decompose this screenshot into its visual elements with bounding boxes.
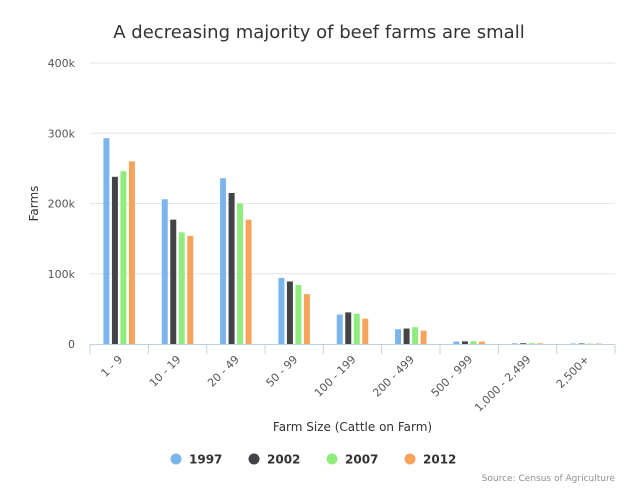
- bar-2012: [537, 343, 544, 344]
- bar-2012: [245, 219, 252, 344]
- y-tick-label: 100k: [48, 268, 76, 281]
- bar-2002: [520, 343, 527, 344]
- legend-marker: [248, 453, 260, 465]
- legend-marker: [170, 453, 182, 465]
- credit-text: Source: Census of Agriculture: [482, 474, 616, 484]
- bar-1997: [395, 329, 402, 344]
- bar-2007: [120, 171, 127, 344]
- bar-2012: [478, 341, 485, 344]
- x-tick-label: 100 - 199: [312, 353, 359, 400]
- bar-2002: [461, 341, 468, 344]
- bar-1997: [453, 341, 460, 344]
- legend-label: 1997: [189, 453, 222, 467]
- grid-lines: [90, 62, 615, 275]
- y-tick-label: 400k: [48, 57, 76, 70]
- bar-2012: [128, 161, 135, 344]
- x-tick-label: 10 - 19: [147, 353, 184, 390]
- legend-label: 2007: [345, 453, 378, 467]
- bar-1997: [103, 138, 110, 344]
- x-tick-label: 500 - 999: [429, 353, 476, 400]
- chart-title: A decreasing majority of beef farms are …: [113, 22, 524, 43]
- bar-2012: [187, 235, 194, 344]
- x-axis: 1 - 9 10 - 19 20 - 49 50 - 99 100 - 199 200 -…: [89, 344, 616, 414]
- bar-2012: [595, 343, 602, 344]
- x-tick-label: 2,500+: [554, 353, 592, 391]
- y-axis-title: Farms: [27, 186, 41, 222]
- bars: [103, 138, 602, 344]
- bar-2007: [237, 203, 244, 344]
- x-axis-title: Farm Size (Cattle on Farm): [273, 420, 432, 434]
- legend-label: 2012: [423, 453, 456, 467]
- bar-1997: [511, 343, 518, 344]
- bar-2007: [353, 313, 360, 344]
- bar-2007: [528, 343, 535, 344]
- bar-2002: [345, 312, 352, 344]
- y-tick-label: 200k: [48, 198, 76, 211]
- x-tick-label: 200 - 499: [370, 353, 417, 400]
- y-axis: 0 100k 200k 300k 400k: [48, 57, 76, 351]
- bar-1997: [278, 277, 285, 344]
- bar-1997: [220, 178, 227, 344]
- bar-2007: [178, 232, 185, 344]
- bar-2007: [470, 341, 477, 344]
- bar-2007: [412, 327, 419, 344]
- x-tick-label: 1,000 - 2,499: [472, 353, 533, 414]
- y-tick-label: 300k: [48, 127, 76, 140]
- bar-1997: [161, 199, 168, 344]
- x-tick-label: 20 - 49: [205, 353, 242, 390]
- x-tick-label: 1 - 9: [98, 353, 125, 380]
- bar-2012: [420, 330, 427, 344]
- bar-2012: [362, 318, 369, 344]
- bar-2002: [111, 176, 118, 344]
- legend-marker: [326, 453, 338, 465]
- bar-1997: [336, 314, 343, 344]
- bar-2007: [587, 343, 594, 344]
- legend-label: 2002: [267, 453, 300, 467]
- bar-1997: [570, 343, 577, 344]
- bar-2007: [295, 284, 302, 344]
- legend-marker: [404, 453, 416, 465]
- bar-2002: [578, 343, 585, 344]
- x-tick-label: 50 - 99: [264, 353, 301, 390]
- legend: 1997 2002 2007 2012: [170, 453, 456, 467]
- bar-2012: [303, 294, 310, 344]
- bar-2002: [228, 192, 235, 344]
- bar-2002: [170, 219, 177, 344]
- y-tick-label: 0: [68, 338, 75, 351]
- bar-2002: [403, 328, 410, 344]
- bar-2002: [286, 281, 293, 344]
